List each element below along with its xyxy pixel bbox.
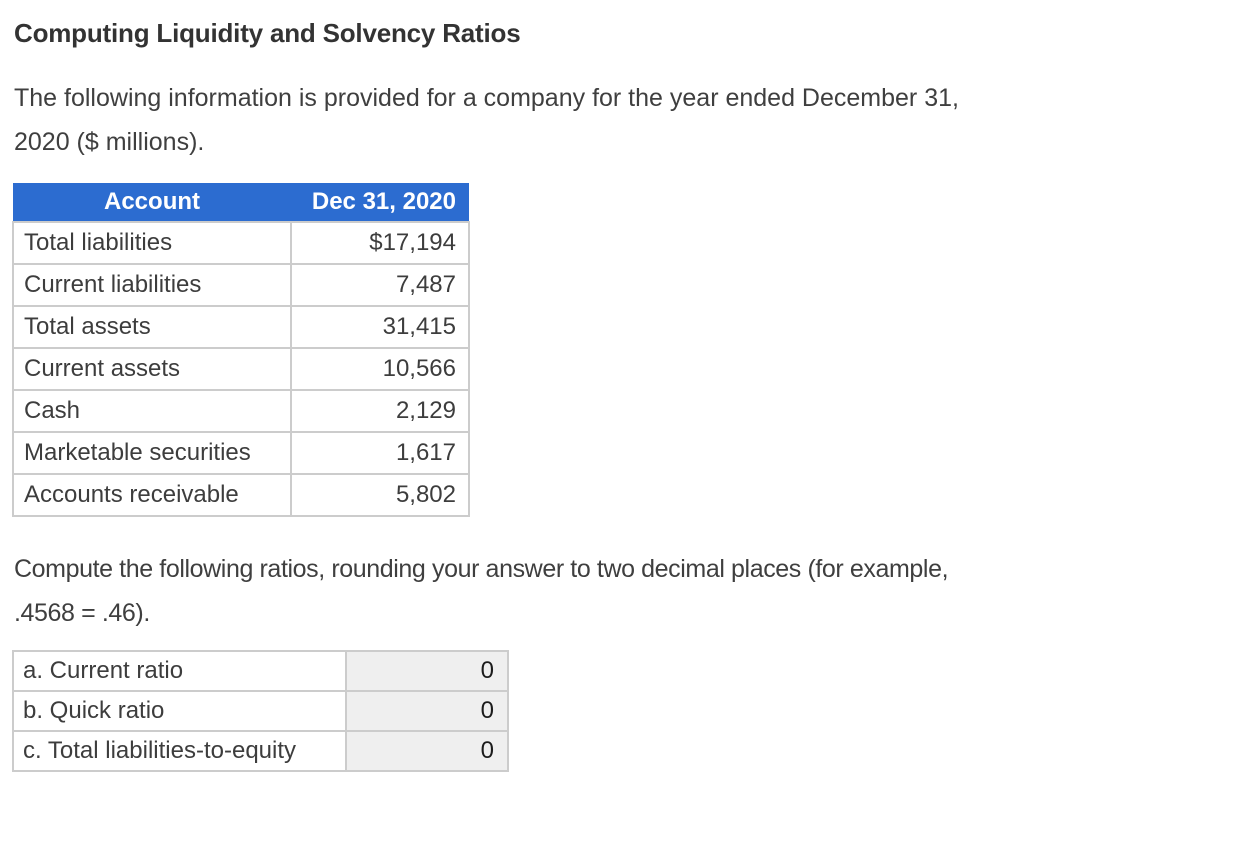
accounts-header-date: Dec 31, 2020 bbox=[291, 183, 469, 222]
account-value-cell: 5,802 bbox=[290, 473, 470, 517]
account-label-cell: Cash bbox=[12, 389, 292, 433]
instructions-line-2: .4568 = .46). bbox=[14, 599, 150, 627]
account-value-cell: 7,487 bbox=[290, 263, 470, 307]
intro-paragraph: The following information is provided fo… bbox=[14, 76, 1248, 164]
table-row: Marketable securities 1,617 bbox=[12, 431, 470, 475]
accounts-header-row: Account Dec 31, 2020 bbox=[13, 183, 469, 222]
table-row: Total liabilities $17,194 bbox=[12, 221, 470, 265]
ratios-answer-table: a. Current ratio 0 b. Quick ratio 0 c. T… bbox=[12, 650, 509, 772]
account-value-cell: 1,617 bbox=[290, 431, 470, 475]
account-label-cell: Total liabilities bbox=[12, 221, 292, 265]
table-row: Total assets 31,415 bbox=[12, 305, 470, 349]
table-row: a. Current ratio 0 bbox=[12, 650, 509, 692]
account-value-cell: 10,566 bbox=[290, 347, 470, 391]
account-label-cell: Accounts receivable bbox=[12, 473, 292, 517]
intro-line-1: The following information is provided fo… bbox=[14, 84, 959, 112]
instructions-paragraph: Compute the following ratios, rounding y… bbox=[14, 547, 1248, 635]
ratio-label-liabilities-to-equity: c. Total liabilities-to-equity bbox=[12, 730, 347, 772]
table-row: c. Total liabilities-to-equity 0 bbox=[12, 730, 509, 772]
ratio-label-quick-ratio: b. Quick ratio bbox=[12, 690, 347, 732]
table-row: Current liabilities 7,487 bbox=[12, 263, 470, 307]
ratio-label-current-ratio: a. Current ratio bbox=[12, 650, 347, 692]
table-row: Cash 2,129 bbox=[12, 389, 470, 433]
table-row: Accounts receivable 5,802 bbox=[12, 473, 470, 517]
account-value-cell: 2,129 bbox=[290, 389, 470, 433]
page-title: Computing Liquidity and Solvency Ratios bbox=[14, 18, 521, 48]
account-value-cell: $17,194 bbox=[290, 221, 470, 265]
intro-line-2: 2020 ($ millions). bbox=[14, 128, 205, 156]
accounts-header-account: Account bbox=[13, 183, 291, 222]
account-value-cell: 31,415 bbox=[290, 305, 470, 349]
ratio-answer-field-liabilities-to-equity[interactable]: 0 bbox=[345, 730, 509, 772]
ratio-answer-field-current-ratio[interactable]: 0 bbox=[345, 650, 509, 692]
account-label-cell: Total assets bbox=[12, 305, 292, 349]
account-label-cell: Marketable securities bbox=[12, 431, 292, 475]
account-label-cell: Current assets bbox=[12, 347, 292, 391]
table-row: b. Quick ratio 0 bbox=[12, 690, 509, 732]
ratio-answer-field-quick-ratio[interactable]: 0 bbox=[345, 690, 509, 732]
instructions-line-1: Compute the following ratios, rounding y… bbox=[14, 555, 949, 583]
accounts-table: Account Dec 31, 2020 Total liabilities $… bbox=[12, 183, 470, 517]
table-row: Current assets 10,566 bbox=[12, 347, 470, 391]
account-label-cell: Current liabilities bbox=[12, 263, 292, 307]
